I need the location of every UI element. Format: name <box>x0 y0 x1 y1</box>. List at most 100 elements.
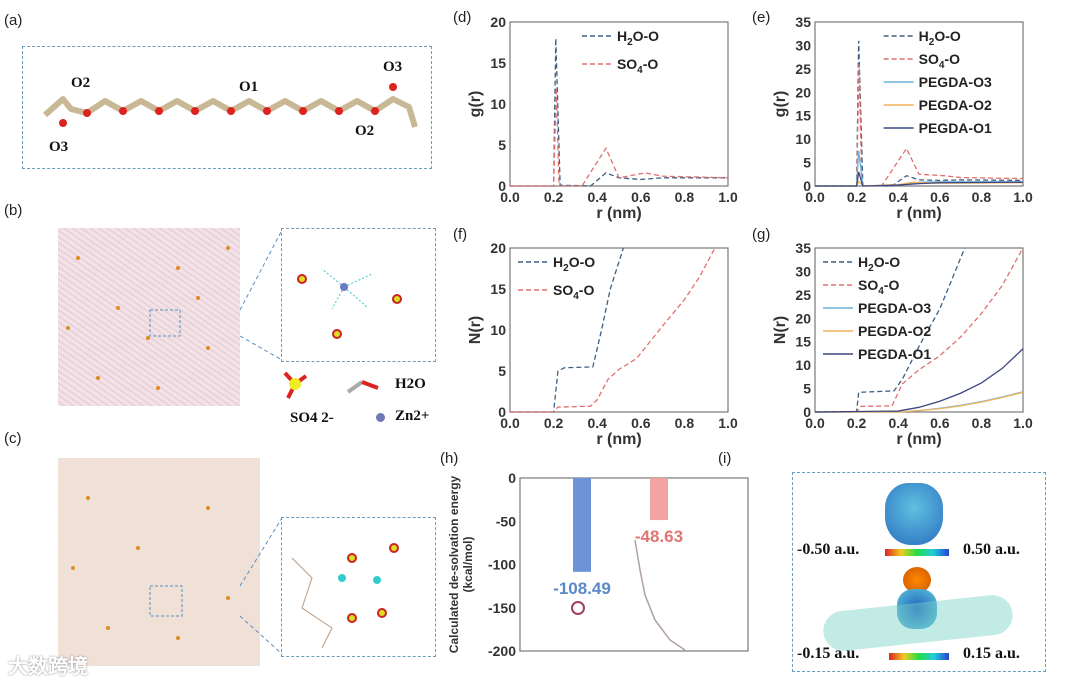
y-tick-label: 5 <box>803 381 811 397</box>
y-tick-label: 10 <box>795 131 811 147</box>
legend-label: PEGDA-O1 <box>919 120 992 136</box>
plot-frame <box>509 247 729 413</box>
x-tick-label: 1.0 <box>1013 189 1033 205</box>
panel-label-f: (f) <box>453 226 468 243</box>
y-axis-label: g(r) <box>772 91 789 118</box>
x-tick-label: 0.6 <box>631 189 651 205</box>
legend-label: PEGDA-O1 <box>858 346 931 362</box>
y-axis-label: N(r) <box>467 316 484 344</box>
panel-label-e: (e) <box>752 9 771 26</box>
panel-label-g: (g) <box>752 226 771 243</box>
esp-box: -0.50 a.u. 0.50 a.u. -0.15 a.u. 0.15 a.u… <box>792 472 1046 672</box>
chart-g-nr: 0.0 0.2 0.4 0.6 0.8 1.0 0 5 10 15 20 25 30 35 r (nm) N(… <box>772 240 1033 448</box>
zinc-ion-icon <box>376 413 385 422</box>
atom-label-o2-left: O2 <box>71 75 91 91</box>
y-tick-label: 25 <box>795 61 811 77</box>
scale1-max: 0.50 a.u. <box>963 541 1020 558</box>
y-tick-label: 15 <box>795 108 811 124</box>
chart-e-gr: 0.0 0.2 0.4 0.6 0.8 1.0 0 5 10 15 20 25 30 35 r (nm) g(… <box>772 14 1033 222</box>
x-tick-label: 0.0 <box>500 415 520 431</box>
y-tick-label: 20 <box>490 240 506 256</box>
panel-label-h: (h) <box>440 450 459 467</box>
series-line-pegda-o3 <box>815 391 1024 413</box>
x-tick-label: 0.2 <box>847 415 867 431</box>
pegda-molecule <box>43 83 418 128</box>
legend-zn: Zn2+ <box>395 408 430 424</box>
y-tick-label: 20 <box>490 14 506 30</box>
y-tick-label: 0 <box>803 404 811 420</box>
series-line-pegda-o1 <box>814 348 1024 413</box>
x-tick-label: 0.8 <box>675 189 695 205</box>
x-tick-label: 0.0 <box>500 189 520 205</box>
watermark: 大数跨境 <box>8 656 88 678</box>
series-line-pegda-o1 <box>815 171 1024 187</box>
plot-frame <box>814 21 1024 187</box>
y-tick-label: 15 <box>795 334 811 350</box>
bar-value-label: -108.49 <box>553 579 611 598</box>
legend-label: PEGDA-O3 <box>858 300 931 316</box>
y-tick-label: 35 <box>795 240 811 256</box>
series-line-so4-o <box>815 64 1024 187</box>
y-axis-label: Calculated de-solvation energy <box>447 475 461 653</box>
legend-label: H2O-O <box>858 254 900 274</box>
scale2-min: -0.15 a.u. <box>797 645 860 662</box>
legend-label: H2O-O <box>553 254 595 274</box>
y-tick-label: -100 <box>488 557 516 573</box>
gel-electrolyte-md-snapshot <box>58 458 260 666</box>
legend-label: PEGDA-O2 <box>858 323 931 339</box>
x-tick-label: 1.0 <box>718 415 738 431</box>
y-tick-label: 30 <box>795 37 811 53</box>
x-tick-label: 0.2 <box>847 189 867 205</box>
y-tick-label: -50 <box>496 513 516 529</box>
series-line-so4-o <box>510 87 729 187</box>
x-tick-label: 0.8 <box>972 415 992 431</box>
chart-h-desolvation: 0 -50 -100 -150 -200 Calculated de-solvation … <box>447 470 749 659</box>
y-tick-label: 0 <box>508 470 516 486</box>
y-tick-label: 10 <box>490 96 506 112</box>
legend-so4: SO4 2- <box>290 410 334 426</box>
chart-f-nr: 0.0 0.2 0.4 0.6 0.8 1.0 0 5 10 15 20 r (nm) N(r) H2O-… <box>467 240 738 448</box>
x-axis-label: r (nm) <box>896 205 941 222</box>
bar <box>650 478 668 521</box>
legend-label: SO4-O <box>919 51 960 71</box>
x-tick-label: 0.0 <box>805 189 825 205</box>
atom-label-o3-right: O3 <box>383 59 403 75</box>
panel-label-b: (b) <box>4 202 23 219</box>
y-tick-label: 5 <box>498 137 506 153</box>
legend-label: SO4-O <box>553 282 594 302</box>
zoom-lines-c <box>240 517 283 655</box>
pegda-esp-surface <box>821 593 1015 653</box>
y-axis-unit: (kcal/mol) <box>461 536 475 592</box>
y-tick-label: 0 <box>803 178 811 194</box>
x-tick-label: 0.6 <box>930 189 950 205</box>
panel-label-d: (d) <box>453 9 472 26</box>
y-tick-label: -200 <box>488 643 516 659</box>
plot-frame <box>814 247 1024 413</box>
x-tick-label: 0.6 <box>930 415 950 431</box>
so4-esp-top <box>903 567 931 593</box>
water-icon <box>346 380 379 394</box>
legend-label: H2O-O <box>617 28 659 48</box>
y-tick-label: 20 <box>795 84 811 100</box>
so4-esp-center <box>897 589 937 629</box>
y-tick-label: 20 <box>795 310 811 326</box>
y-tick-label: 10 <box>490 322 506 338</box>
atom-label-o3-left: O3 <box>49 139 69 155</box>
y-tick-label: 30 <box>795 263 811 279</box>
x-tick-label: 0.8 <box>675 415 695 431</box>
legend-label: SO4-O <box>617 56 658 76</box>
electrolyte-md-snapshot <box>58 228 240 406</box>
x-tick-label: 0.4 <box>587 189 607 205</box>
y-tick-label: 35 <box>795 14 811 30</box>
series-line-so4-o <box>510 247 716 413</box>
plot-frame <box>519 477 749 652</box>
y-tick-label: 10 <box>795 357 811 373</box>
y-tick-label: 0 <box>498 178 506 194</box>
solvation-shell-inset-b <box>281 228 436 362</box>
x-tick-label: 0.4 <box>888 189 908 205</box>
colorbar-2 <box>889 653 949 660</box>
panel-label-i: (i) <box>718 450 732 467</box>
x-tick-label: 0.0 <box>805 415 825 431</box>
bar-value-label: -48.63 <box>635 527 683 546</box>
scale1-min: -0.50 a.u. <box>797 541 860 558</box>
